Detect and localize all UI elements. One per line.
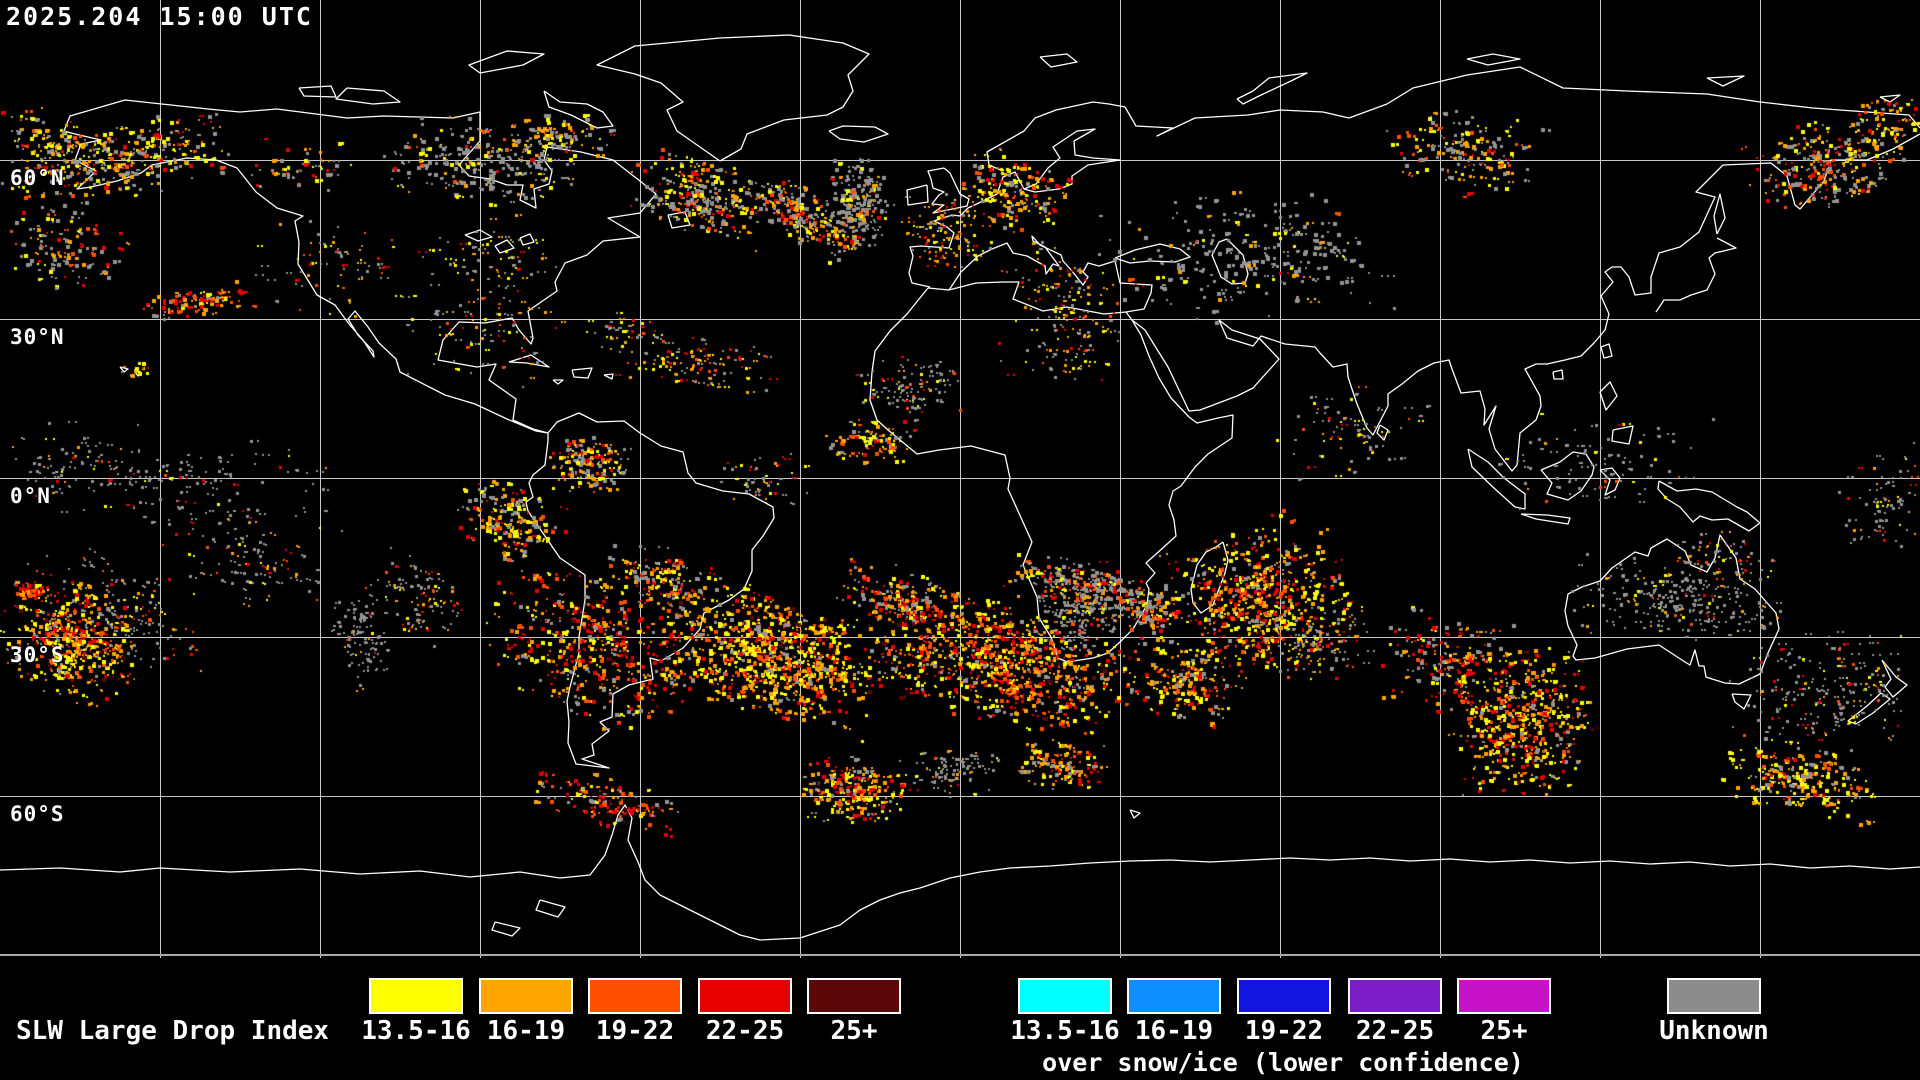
legend-title: SLW Large Drop Index (16, 1016, 330, 1046)
snow-swatch-22-25 (1348, 978, 1442, 1014)
liquid-swatch-22-25 (698, 978, 792, 1014)
liquid-range-label: 13.5-16 (361, 1016, 471, 1046)
liquid-range-label: 25+ (830, 1016, 878, 1046)
world-map: 60°N 30°N 0°N 30°S 60°S 2025.204 15:00 UTC (0, 0, 1920, 958)
liquid-range-label: 16-19 (486, 1016, 566, 1046)
snow-range-label: 22-25 (1355, 1016, 1435, 1046)
lat-label: 60°N (10, 166, 65, 190)
snow-swatch-13.5-16 (1018, 978, 1112, 1014)
liquid-swatch-25+ (807, 978, 901, 1014)
data-pixels-canvas (0, 0, 1920, 958)
lat-label: 60°S (10, 802, 65, 826)
snow-range-label: 16-19 (1134, 1016, 1214, 1046)
snow-range-label: 25+ (1480, 1016, 1528, 1046)
snow-swatch-16-19 (1127, 978, 1221, 1014)
snow-swatch-19-22 (1237, 978, 1331, 1014)
legend-snow-caption: over snow/ice (lower confidence) (1042, 1048, 1524, 1077)
snow-range-label: 19-22 (1244, 1016, 1324, 1046)
liquid-swatch-13.5-16 (369, 978, 463, 1014)
liquid-swatch-16-19 (479, 978, 573, 1014)
liquid-range-label: 19-22 (595, 1016, 675, 1046)
lat-label: 30°N (10, 325, 65, 349)
liquid-swatch-19-22 (588, 978, 682, 1014)
legend-bar: SLW Large Drop Index 13.5-16 16-19 19-22 22… (0, 958, 1920, 1080)
lat-label: 0°N (10, 484, 51, 508)
liquid-range-label: 22-25 (705, 1016, 785, 1046)
timestamp-label: 2025.204 15:00 UTC (6, 2, 313, 31)
snow-swatch-25+ (1457, 978, 1551, 1014)
unknown-swatch (1667, 978, 1761, 1014)
snow-range-label: 13.5-16 (1010, 1016, 1120, 1046)
lat-label: 30°S (10, 643, 65, 667)
unknown-label: Unknown (1659, 1016, 1769, 1046)
